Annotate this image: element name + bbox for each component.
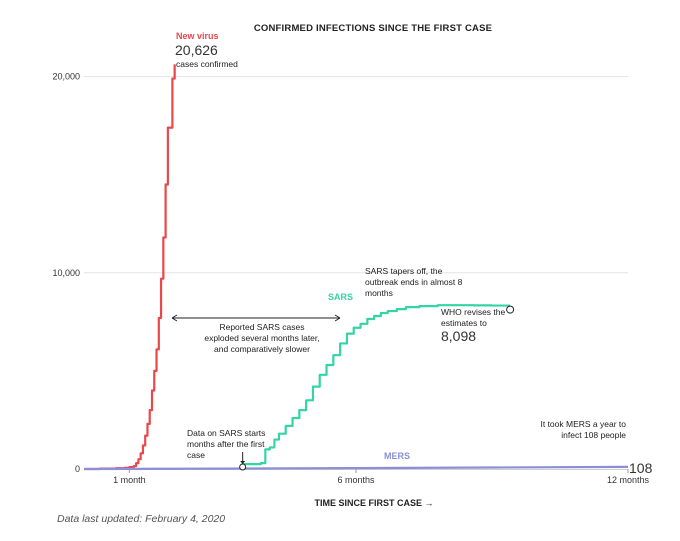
comparison-arrowhead-left [171, 314, 178, 322]
sars-end-marker [506, 305, 515, 314]
who-value: 8,098 [441, 328, 477, 344]
new-virus-caption: cases confirmed [176, 59, 238, 69]
who-revises-annotation: WHO revises the estimates to [441, 307, 506, 328]
y-tick-label: 10,000 [52, 268, 80, 278]
mers-label: MERS [384, 451, 411, 461]
sars-label: SARS [328, 292, 354, 302]
chart-title: CONFIRMED INFECTIONS SINCE THE FIRST CAS… [253, 23, 493, 34]
reported-later-annotation: Reported SARS cases exploded several mon… [204, 322, 320, 354]
mers-year-annotation: It took MERS a year to infect 108 people [540, 419, 626, 440]
axes: 0 10,000 20,000 1 month 6 months 12 months TIM… [52, 72, 649, 508]
series-lines [83, 64, 629, 471]
data-updated-footnote: Data last updated: February 4, 2020 [57, 513, 226, 525]
y-tick-label: 0 [75, 464, 80, 474]
new-virus-label: New virus [176, 31, 219, 41]
data-on-sars-annotation: Data on SARS starts months after the fir… [187, 428, 266, 460]
x-tick-label: 6 months [337, 475, 375, 485]
series-line-mers [83, 465, 629, 471]
series-line-sars [241, 304, 511, 469]
mers-end-value: 108 [629, 460, 653, 476]
sars-start-marker [239, 463, 247, 471]
series-line-new-virus [84, 64, 176, 471]
gridlines [84, 76, 628, 274]
x-tick-label: 1 month [113, 475, 146, 485]
sars-start-arrowhead [240, 461, 246, 464]
new-virus-value: 20,626 [175, 42, 218, 58]
y-tick-label: 20,000 [52, 72, 80, 82]
markers [171, 305, 515, 471]
sars-tapers-annotation: SARS tapers off, the outbreak ends in al… [365, 266, 463, 298]
x-tick-label: 12 months [607, 475, 650, 485]
comparison-arrowhead-right [334, 314, 341, 322]
x-axis-label: TIME SINCE FIRST CASE → [314, 498, 433, 508]
